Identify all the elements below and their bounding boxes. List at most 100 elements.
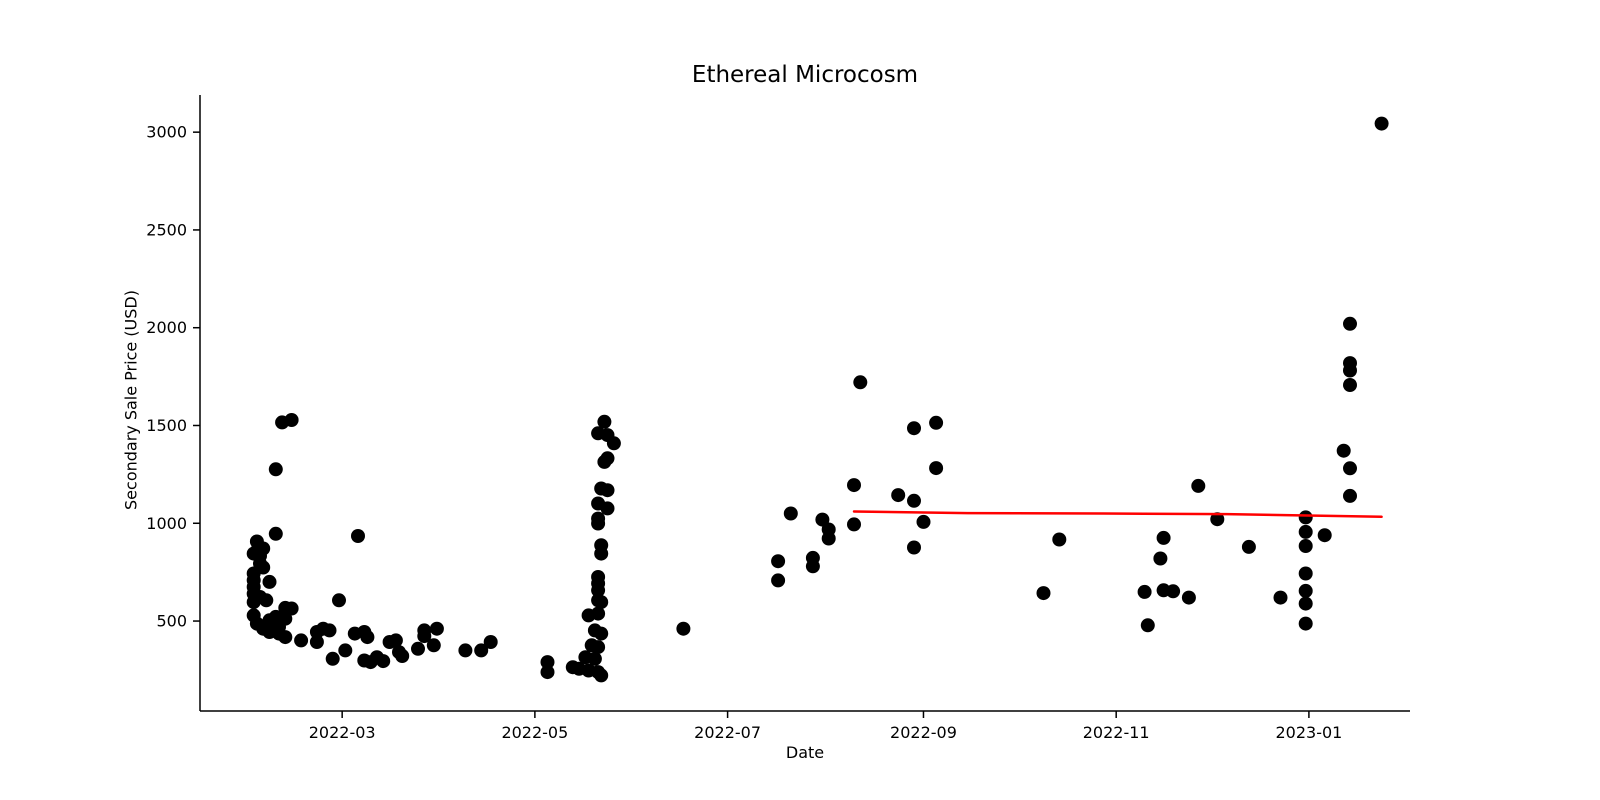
data-point	[1298, 524, 1313, 539]
data-point	[1273, 590, 1288, 605]
data-point	[325, 651, 340, 666]
data-point	[1336, 443, 1351, 458]
data-point	[1140, 618, 1155, 633]
data-point	[676, 621, 691, 636]
data-point	[783, 506, 798, 521]
data-point	[591, 583, 606, 598]
data-point	[1241, 539, 1256, 554]
data-point	[1298, 566, 1313, 581]
data-point	[771, 573, 786, 588]
data-point	[1298, 539, 1313, 553]
data-point	[268, 526, 283, 541]
data-point	[278, 630, 293, 645]
data-point	[805, 559, 820, 574]
data-point	[1137, 584, 1152, 599]
y-tick-label: 2500	[146, 220, 187, 239]
data-point	[395, 649, 410, 663]
data-point	[1210, 512, 1225, 527]
data-point	[1343, 378, 1357, 392]
data-point	[1181, 590, 1196, 605]
data-point	[376, 654, 391, 669]
data-point	[262, 574, 277, 589]
data-point	[929, 415, 944, 430]
data-point	[426, 638, 441, 653]
data-point	[600, 501, 615, 516]
data-point	[1343, 461, 1357, 476]
data-point	[360, 630, 375, 645]
data-point	[907, 493, 921, 508]
data-point	[1317, 528, 1332, 543]
data-point	[591, 606, 606, 621]
data-point	[1153, 551, 1168, 566]
data-point	[322, 623, 337, 638]
x-tick-label: 2022-09	[890, 723, 957, 742]
data-point	[853, 375, 868, 390]
data-point	[771, 554, 786, 569]
data-point	[591, 640, 606, 655]
data-point	[591, 516, 606, 531]
data-point	[1191, 478, 1206, 493]
data-point	[278, 611, 293, 626]
data-point	[540, 665, 555, 680]
data-point	[1156, 530, 1171, 545]
data-point	[417, 629, 432, 644]
data-point	[1343, 363, 1357, 378]
data-point	[587, 651, 602, 666]
data-point	[594, 546, 609, 561]
y-tick-label: 1000	[146, 514, 187, 533]
data-point	[256, 541, 271, 556]
data-point	[847, 478, 861, 493]
trend-line	[852, 510, 1383, 519]
data-point	[1052, 532, 1067, 547]
data-point	[916, 514, 931, 529]
data-point	[891, 488, 906, 503]
y-tick-label: 500	[156, 612, 187, 631]
data-point	[929, 461, 944, 476]
data-point	[309, 635, 324, 649]
data-point	[351, 529, 365, 543]
data-point	[284, 601, 299, 616]
x-tick-label: 2022-11	[1083, 723, 1150, 742]
y-axis-label: Secondary Sale Price (USD)	[121, 290, 141, 510]
chart-title: Ethereal Microcosm	[691, 62, 919, 88]
data-point	[332, 593, 346, 608]
data-point	[294, 633, 309, 648]
data-point	[907, 421, 921, 436]
data-point	[1374, 116, 1389, 131]
data-point	[1298, 596, 1313, 611]
data-point	[1343, 316, 1357, 331]
y-tick-label: 2000	[146, 318, 187, 337]
data-point	[259, 593, 274, 608]
data-point	[600, 451, 615, 466]
data-point	[1298, 510, 1313, 525]
data-point	[597, 414, 612, 429]
x-tick-label: 2023-01	[1275, 723, 1342, 742]
x-tick-label: 2022-07	[694, 723, 761, 742]
data-point	[429, 621, 444, 636]
data-point	[1343, 488, 1357, 503]
x-tick-label: 2022-05	[501, 723, 568, 742]
data-point	[483, 635, 498, 649]
data-point	[594, 595, 609, 610]
data-point	[474, 643, 489, 658]
data-point	[1298, 616, 1313, 631]
data-point	[540, 655, 555, 670]
data-point	[594, 626, 609, 641]
data-point	[907, 540, 921, 555]
y-tick-label: 1500	[146, 416, 187, 435]
x-axis-label: Date	[785, 743, 825, 762]
data-point	[268, 462, 283, 477]
data-point	[594, 668, 609, 683]
data-point	[458, 643, 473, 658]
data-point	[606, 436, 621, 451]
data-point	[1036, 586, 1051, 601]
data-point	[821, 531, 836, 546]
data-point	[1166, 584, 1181, 599]
data-point	[847, 517, 861, 532]
data-point	[284, 413, 299, 427]
y-tick-label: 3000	[146, 123, 187, 142]
data-point	[388, 633, 403, 648]
data-point	[411, 641, 425, 656]
